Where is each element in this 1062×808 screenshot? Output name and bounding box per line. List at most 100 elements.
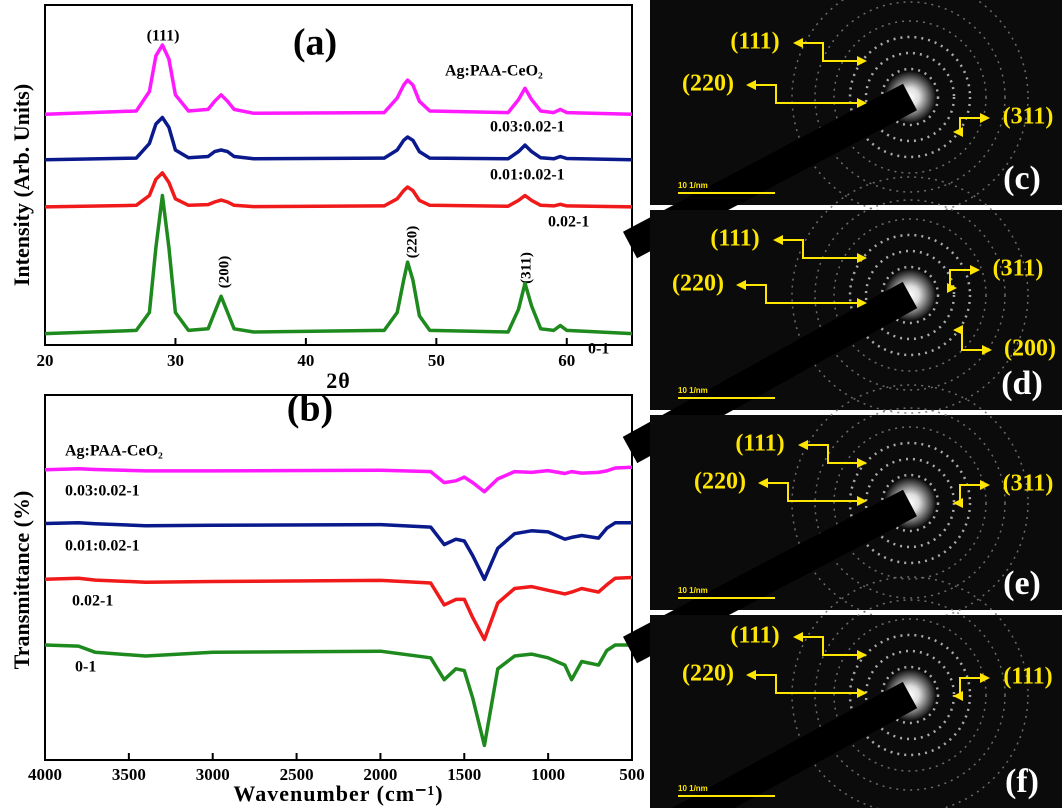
chart-title: (b) [287, 388, 333, 430]
spot-label: (111) [1003, 664, 1052, 690]
spot-label: (220) [694, 469, 746, 495]
spot-label: (311) [1003, 104, 1054, 130]
spot-arrow [953, 673, 990, 701]
spot-arrow [793, 38, 867, 66]
diffraction-ring [880, 473, 940, 533]
diffraction-ring [880, 67, 940, 127]
spot-arrow [953, 480, 990, 508]
peak-label: (220) [404, 226, 420, 259]
spot-label: (111) [730, 623, 779, 649]
diffraction-ring [791, 176, 1029, 414]
saed-image: 10 1/nm (e) (111) (220) (311) [623, 384, 1062, 664]
chart-title: (a) [293, 22, 337, 64]
spot-arrow [798, 440, 867, 468]
x-tick-label: 20 [37, 351, 54, 370]
spot-arrow [758, 478, 867, 506]
scale-bar-label: 10 1/nm [678, 586, 708, 595]
beam-stop [671, 681, 918, 808]
peak-label: (200) [216, 256, 232, 289]
x-tick-label: 2500 [280, 765, 314, 784]
x-tick-label: 2000 [363, 765, 397, 784]
diffraction-ring [791, 576, 1029, 808]
panel-label: (d) [1001, 365, 1043, 402]
y-axis-label: Transmittance (%) [9, 491, 34, 670]
plot-frame [44, 4, 633, 346]
series-line [44, 171, 633, 209]
scale-bar-label: 10 1/nm [678, 784, 708, 793]
series-label: 0.01:0.02-1 [65, 538, 140, 555]
spot-arrow [953, 325, 992, 355]
series-label: 0-1 [75, 659, 96, 676]
panel-label: (f) [1005, 763, 1039, 800]
x-axis-label: 2θ [326, 368, 350, 393]
panel-label: (c) [1003, 160, 1041, 197]
diffraction-ring [814, 199, 1006, 391]
spot-arrow [947, 265, 980, 293]
image-background [650, 415, 1062, 610]
series-label: 0-1 [588, 341, 609, 358]
spot-label: (220) [682, 71, 734, 97]
scale-bar-label: 10 1/nm [678, 386, 708, 395]
spot-label: (311) [993, 256, 1044, 282]
diffraction-ring [848, 35, 972, 159]
diffraction-ring [848, 233, 972, 357]
diffraction-ring [864, 51, 956, 143]
series-label: 0.03:0.02-1 [490, 119, 565, 136]
x-tick-label: 1000 [531, 765, 565, 784]
peak-label: (311) [518, 252, 534, 284]
x-tick-label: 4000 [28, 765, 62, 784]
spot-label: (111) [710, 226, 759, 252]
x-tick-label: 30 [167, 351, 184, 370]
x-tick-label: 50 [428, 351, 445, 370]
diffraction-ring [880, 665, 940, 725]
diffraction-ring [880, 265, 940, 325]
legend-title: Ag:PAA-CeO₂ [445, 63, 543, 80]
diffraction-ring [864, 249, 956, 341]
spot-label: (220) [672, 271, 724, 297]
series-line [44, 193, 633, 336]
spot-arrow [746, 670, 867, 698]
spot-label: (200) [1004, 336, 1056, 362]
saed-image: 10 1/nm (f) (111) (220) (111) [650, 576, 1062, 808]
legend-title: Ag:PAA-CeO₂ [65, 443, 163, 460]
series-label: 0.02-1 [72, 593, 113, 610]
x-tick-label: 60 [558, 351, 575, 370]
series-line [44, 465, 633, 494]
x-tick-label: 3500 [112, 765, 146, 784]
diffraction-ring [814, 599, 1006, 791]
diffraction-ring [791, 0, 1029, 216]
spot-arrow [793, 632, 867, 660]
spot-label: (311) [1003, 471, 1054, 497]
series-line [44, 115, 633, 162]
diffraction-ring [814, 1, 1006, 193]
x-tick-label: 500 [619, 765, 645, 784]
series-label: 0.01:0.02-1 [490, 167, 565, 184]
saed-image: 10 1/nm (c) (111) (220) (311) [622, 0, 1062, 259]
spot-arrow [746, 80, 867, 108]
x-tick-label: 3000 [196, 765, 230, 784]
spot-label: (111) [730, 29, 779, 55]
x-tick-label: 40 [297, 351, 314, 370]
panel-label: (e) [1003, 565, 1041, 602]
y-axis-label: Intensity (Arb. Units) [9, 84, 34, 286]
series-line [44, 521, 632, 582]
series-label: 0.02-1 [548, 214, 589, 231]
peak-label: (111) [147, 28, 180, 45]
x-tick-label: 1500 [447, 765, 481, 784]
diffraction-ring [791, 384, 1029, 622]
series-line [44, 43, 633, 117]
x-axis-label: Wavenumber (cm⁻¹) [233, 781, 443, 806]
spot-arrow [736, 280, 867, 308]
spot-arrow [953, 113, 990, 137]
series-line [44, 575, 633, 642]
saed-image: 10 1/nm (d) (111) (220) (311) (200) [622, 176, 1062, 464]
spot-label: (220) [682, 661, 734, 687]
diffraction-ring [814, 407, 1006, 599]
spot-label: (111) [735, 431, 784, 457]
series-label: 0.03:0.02-1 [65, 483, 140, 500]
spot-arrow [773, 235, 867, 263]
scale-bar-label: 10 1/nm [678, 181, 708, 190]
series-line [44, 643, 632, 748]
